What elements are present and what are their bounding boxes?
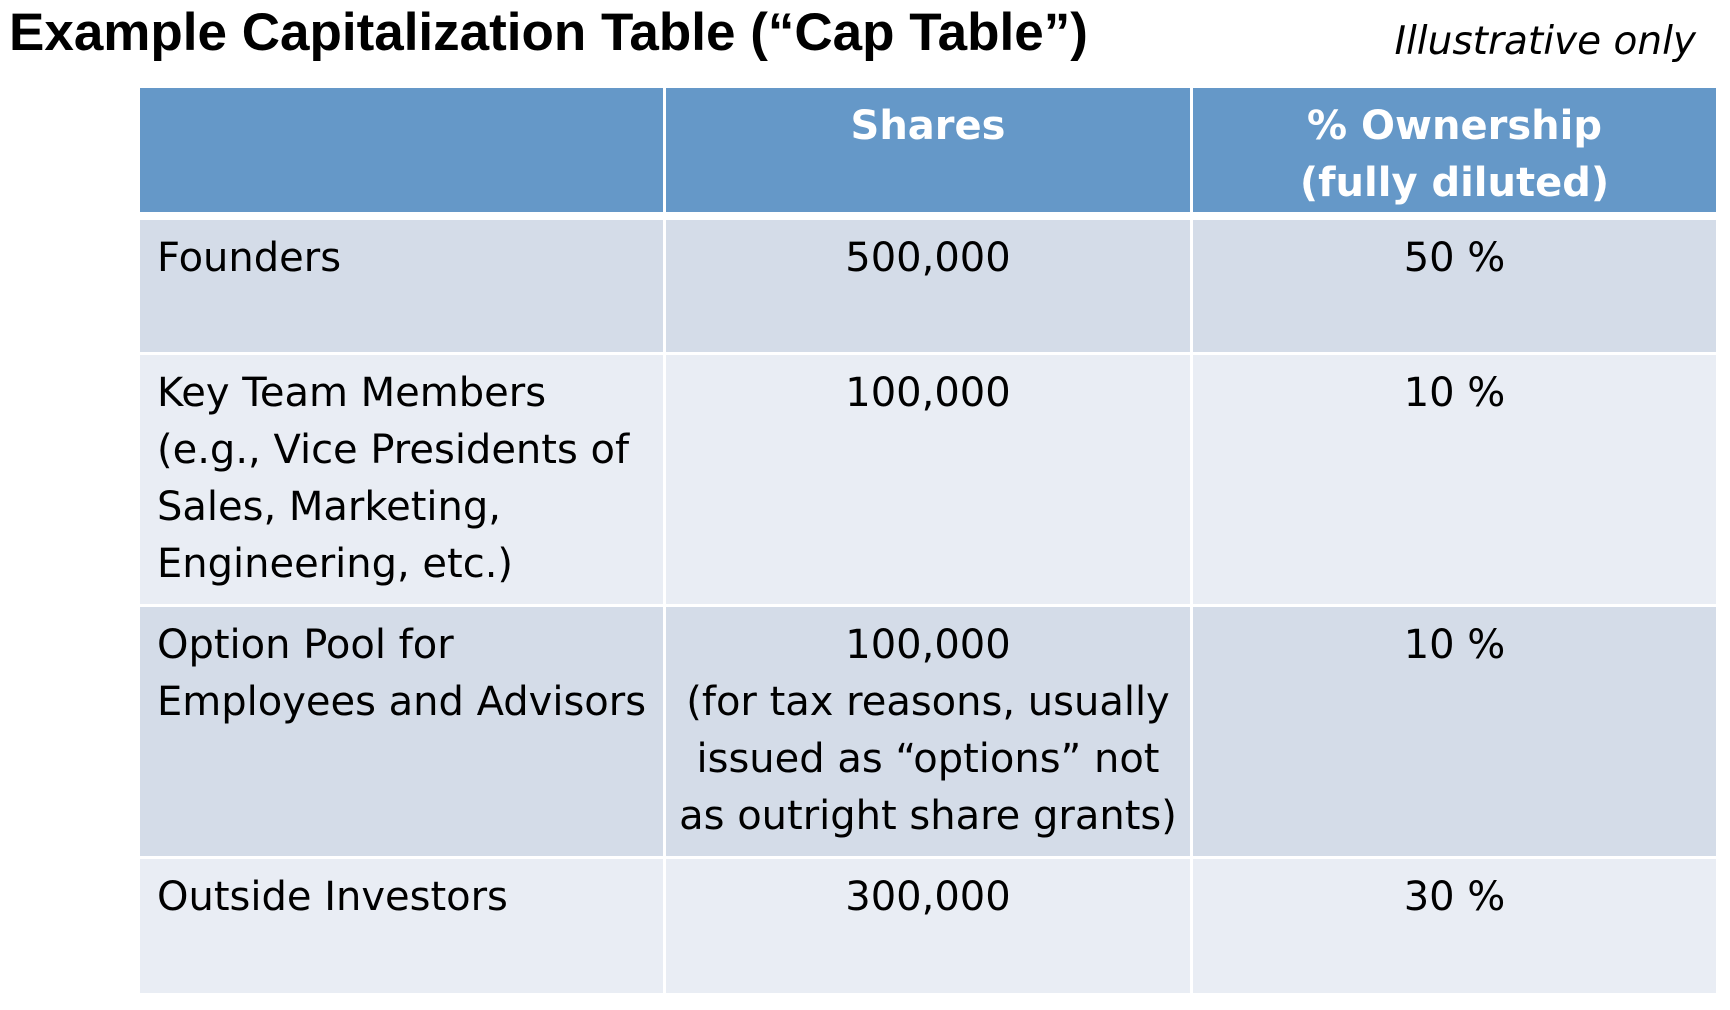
row-shares: 300,000 <box>663 855 1193 996</box>
row-ownership: 10 % <box>1190 351 1719 607</box>
header-shares: Shares <box>663 85 1193 220</box>
row-shares-line: 100,000 <box>845 621 1011 668</box>
row-shares-line: 100,000 <box>845 369 1011 416</box>
row-label: Key Team Members (e.g., Vice Presidents … <box>137 351 666 607</box>
row-shares-line: (for tax reasons, usually <box>686 678 1170 725</box>
row-ownership: 50 % <box>1190 214 1719 355</box>
row-label-line: Key Team Members <box>157 369 547 416</box>
row-label-line: Outside Investors <box>157 873 508 920</box>
row-ownership: 10 % <box>1190 603 1719 859</box>
row-shares-line: as outright share grants) <box>679 792 1177 839</box>
row-label-line: Employees and Advisors <box>157 678 647 725</box>
row-shares-line: 500,000 <box>845 235 1011 281</box>
row-label-line: Engineering, etc.) <box>157 540 514 587</box>
row-shares-line: 300,000 <box>845 873 1011 920</box>
row-label: Outside Investors <box>137 855 666 996</box>
table-row-key-team-members: Key Team Members (e.g., Vice Presidents … <box>137 351 1719 607</box>
row-label: Option Pool for Employees and Advisors <box>137 603 666 859</box>
table-row-option-pool: Option Pool for Employees and Advisors 1… <box>137 603 1719 859</box>
header-label-cell <box>137 85 666 220</box>
header-row: Shares % Ownership (fully diluted) <box>137 85 1719 220</box>
row-label-line: Option Pool for <box>157 621 454 668</box>
row-label: Founders <box>137 214 666 355</box>
page-title: Example Capitalization Table (“Cap Table… <box>9 3 1088 62</box>
row-shares: 100,000 (for tax reasons, usually issued… <box>663 603 1193 859</box>
header-ownership-line-2: (fully diluted) <box>1299 160 1610 206</box>
illustrative-note: Illustrative only <box>1394 19 1696 64</box>
row-label-line: Sales, Marketing, <box>157 483 501 530</box>
row-label-line: Founders <box>157 235 342 281</box>
row-ownership: 30 % <box>1190 855 1719 996</box>
row-shares: 500,000 <box>663 214 1193 355</box>
header-ownership: % Ownership (fully diluted) <box>1190 85 1719 220</box>
table-row-outside-investors: Outside Investors 300,000 30 % <box>137 855 1719 996</box>
table-row-founders: Founders 500,000 50 % <box>137 214 1719 355</box>
row-label-line: (e.g., Vice Presidents of <box>157 426 630 473</box>
header-ownership-line-1: % Ownership <box>1307 103 1602 149</box>
row-shares-line: issued as “options” not <box>696 735 1160 782</box>
cap-table: Shares % Ownership (fully diluted) Found… <box>137 85 1719 996</box>
row-shares: 100,000 <box>663 351 1193 607</box>
